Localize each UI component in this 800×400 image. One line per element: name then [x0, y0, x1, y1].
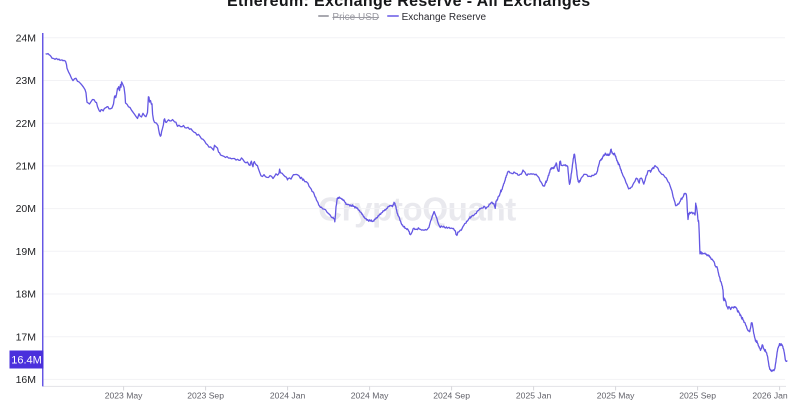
svg-text:2023 Sep: 2023 Sep	[187, 391, 224, 400]
svg-text:16.4M: 16.4M	[11, 355, 42, 367]
svg-text:24M: 24M	[16, 32, 36, 44]
svg-text:2024 Sep: 2024 Sep	[433, 391, 470, 400]
svg-text:22M: 22M	[16, 118, 36, 130]
svg-text:2025 Jan: 2025 Jan	[516, 391, 552, 400]
svg-text:18M: 18M	[16, 289, 36, 301]
svg-text:19M: 19M	[16, 246, 36, 258]
svg-text:2024 May: 2024 May	[351, 391, 389, 400]
svg-text:2026 Jan: 2026 Jan	[752, 391, 788, 400]
svg-text:2024 Jan: 2024 Jan	[270, 391, 306, 400]
svg-text:20M: 20M	[16, 203, 36, 215]
svg-text:21M: 21M	[16, 161, 36, 173]
svg-text:2025 May: 2025 May	[597, 391, 635, 400]
svg-text:2025 Sep: 2025 Sep	[679, 391, 716, 400]
svg-text:16M: 16M	[16, 374, 36, 386]
svg-text:2023 May: 2023 May	[105, 391, 143, 400]
svg-text:17M: 17M	[16, 331, 36, 343]
svg-text:23M: 23M	[16, 75, 36, 87]
